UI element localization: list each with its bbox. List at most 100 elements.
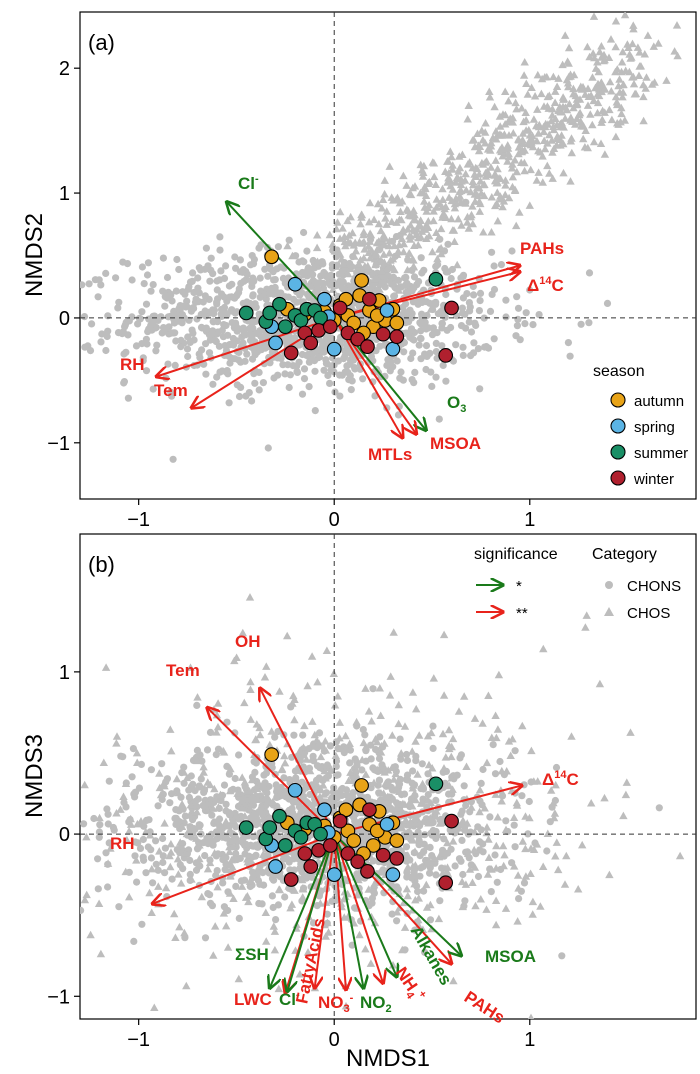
chos-point [434,914,444,923]
chos-point [438,195,447,203]
winter-point [362,802,377,818]
chos-point [226,764,235,773]
chons-point [194,274,202,282]
chos-point [298,893,307,901]
chos-point [455,187,464,196]
chons-point [415,841,423,849]
chons-point [117,752,125,760]
chos-point [375,684,384,692]
chos-point [654,39,663,47]
chos-point [394,719,403,728]
chons-point [319,279,327,287]
chons-point [235,392,244,401]
chos-point [364,885,373,893]
chos-point [438,869,447,877]
chons-point [303,351,311,359]
chons-point [147,846,155,854]
chons-point [138,920,146,928]
chos-point [402,205,412,213]
chons-point [132,342,141,350]
chos-point [145,831,155,839]
chons-point [370,887,378,896]
chos-point [512,221,521,230]
chons-point [85,280,93,288]
chons-point [124,394,132,402]
chos-point [336,207,345,216]
chons-point [209,270,217,278]
chos-point [481,119,490,127]
chos-point [492,841,501,850]
chos-point [380,189,389,198]
chos-point [448,165,457,173]
chons-point [191,298,200,306]
chos-point [419,188,428,197]
chos-point [429,159,439,167]
category-legend: Category CHONS CHOS [592,546,681,622]
chos-point [226,860,236,868]
chos-point [230,656,239,665]
chos-point [605,105,614,114]
chons-point [358,766,366,774]
chos-point [586,92,596,100]
winter-point [444,300,459,316]
chons-point [414,887,422,896]
chons-point [323,910,331,918]
chos-point [528,897,538,906]
panel-a-season-points [238,249,459,363]
x-axis-label: NMDS1 [346,1045,430,1072]
chos-point [511,98,520,107]
vector-arrow [287,833,336,991]
chons-point [143,271,152,279]
chos-point [357,267,367,275]
chons-point [447,274,455,283]
vector-arrow [152,833,335,904]
chos-point [116,805,125,813]
chons-point [435,415,443,423]
chons-point [439,361,447,369]
chons-point [514,304,523,312]
vector-arrow [227,202,335,319]
chons-point [207,254,215,262]
chos-point [446,147,455,155]
chos-point [403,863,413,871]
chons-point [429,744,437,753]
category-legend-title: Category [592,546,657,563]
chos-point [298,884,307,892]
chos-point [447,827,456,835]
chons-point [417,355,425,363]
chos-point [355,237,364,246]
chos-point [614,81,623,90]
chons-point [458,807,466,815]
chons-point [115,903,123,911]
autumn-point [354,273,369,288]
chos-point [491,920,501,929]
chons-point [206,277,214,285]
winter-point [322,319,338,335]
chos-point [508,113,517,122]
y-tick-label: 1 [59,183,70,205]
chons-point [491,770,500,778]
spring-point [385,867,401,882]
chos-point [310,742,319,750]
chos-point [498,202,507,211]
chos-point [575,108,585,117]
chos-legend-swatch [604,607,614,616]
chos-point [361,684,370,692]
chons-point [187,782,195,791]
chos-point [422,234,431,242]
chos-point [471,901,480,910]
chons-point [300,375,309,383]
chons-point [289,362,297,370]
chos-point [280,758,290,767]
chos-point [497,143,507,151]
chos-point [267,727,276,735]
chons-point [274,901,282,909]
chos-point [545,130,554,139]
chos-point [252,812,262,820]
chos-point [270,927,280,935]
chos-point [465,865,475,873]
chos-point [543,161,552,170]
chos-point [383,263,393,271]
spring-point [287,276,303,292]
winter-point [389,329,405,345]
